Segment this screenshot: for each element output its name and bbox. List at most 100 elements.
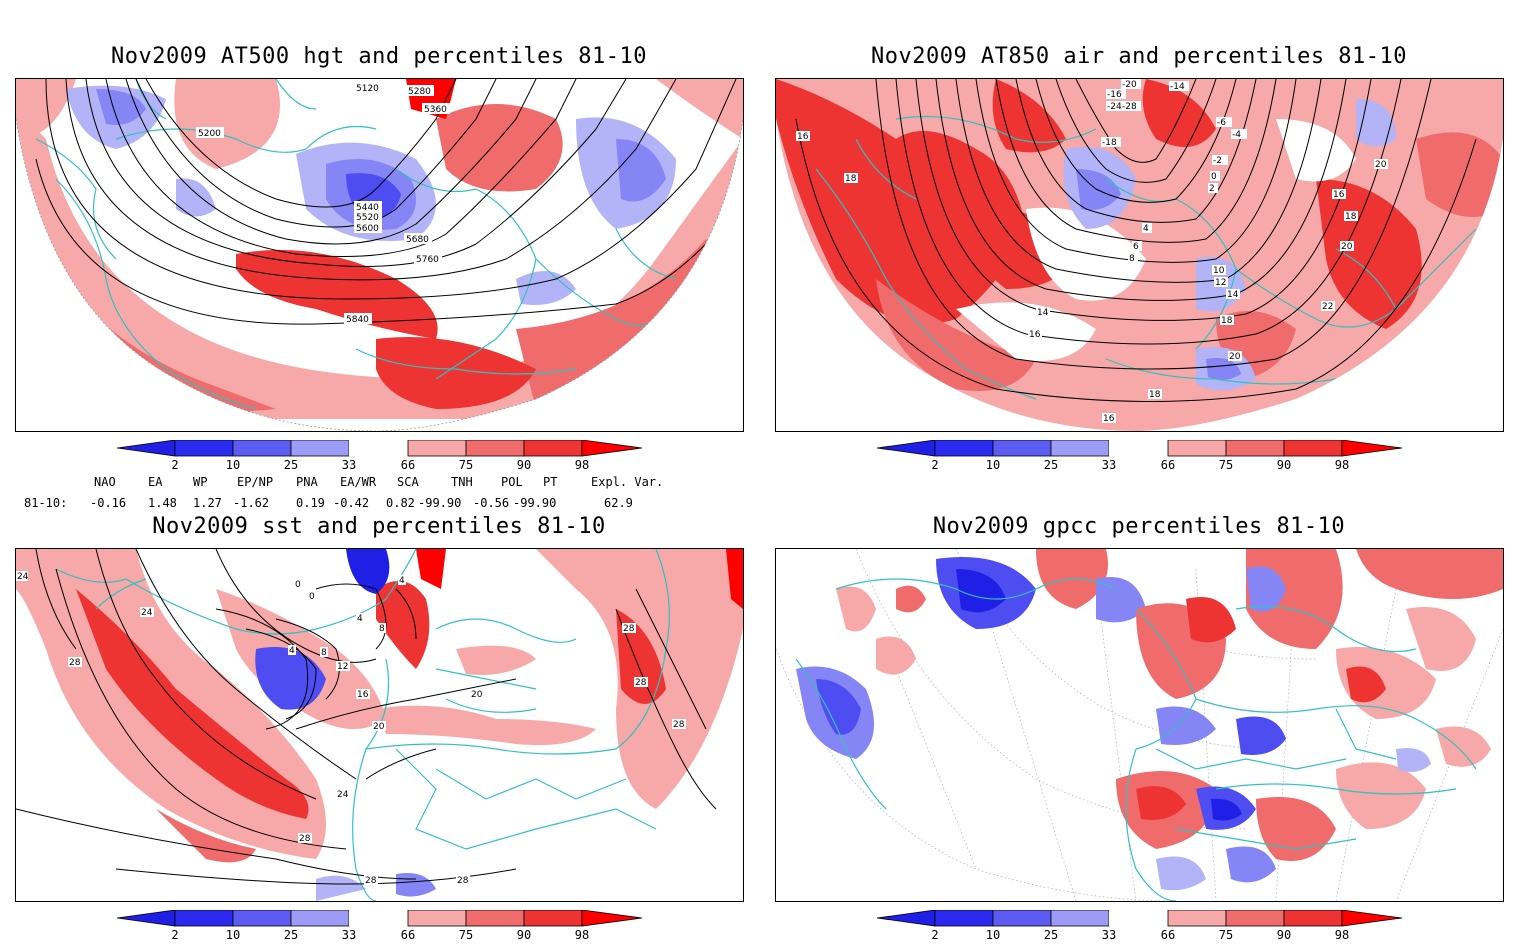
coastlines bbox=[795, 578, 1477, 901]
colorbar-label: 33 bbox=[341, 928, 357, 942]
contour-label: 5280 bbox=[408, 87, 431, 97]
index-value: 1.27 bbox=[193, 496, 222, 510]
neutral-white bbox=[1026, 207, 1146, 301]
panel-title-at850: Nov2009 AT850 air and percentiles 81-10 bbox=[870, 44, 1408, 69]
map-panel-at850-air: -20 -14 -16 -24 -28 -18 -6 -4 -2 0 2 4 6… bbox=[775, 78, 1504, 432]
colorbar-label: 25 bbox=[1043, 928, 1059, 942]
contour-label: 20 bbox=[471, 690, 483, 700]
anomaly-blue-25 bbox=[1076, 169, 1121, 210]
index-header: POL bbox=[501, 475, 523, 489]
anomaly-red-66 bbox=[1336, 762, 1426, 829]
contour-label: 8 bbox=[321, 648, 327, 658]
anomaly-blue-33 bbox=[1356, 99, 1396, 147]
colorbar-at500: 2 10 25 33 66 75 90 98 bbox=[116, 439, 657, 480]
anomaly-blue-33 bbox=[1156, 856, 1206, 891]
colorbar-label: 90 bbox=[1276, 458, 1292, 472]
contour-label: -14 bbox=[1170, 82, 1185, 92]
map-outside-mask bbox=[16, 769, 743, 901]
contour-label: 28 bbox=[457, 876, 469, 886]
index-header: PT bbox=[543, 475, 558, 489]
colorbar-label: 25 bbox=[1043, 458, 1059, 472]
anomaly-red-90 bbox=[376, 581, 430, 669]
colorbar-label: 2 bbox=[931, 928, 939, 942]
colorbar-label: 2 bbox=[171, 928, 179, 942]
colorbar-label: 98 bbox=[574, 928, 590, 942]
contour-label: -6 bbox=[1217, 118, 1226, 128]
contour-labels: 5120 5200 5280 5360 5440 5520 5600 5680 … bbox=[196, 82, 450, 325]
colorbar-label: 66 bbox=[400, 928, 416, 942]
index-header: WP bbox=[193, 475, 208, 489]
index-value: -1.62 bbox=[233, 496, 270, 510]
contour-label: -4 bbox=[1232, 130, 1241, 140]
colorbar-label: 10 bbox=[225, 928, 241, 942]
contour-label: 10 bbox=[1213, 266, 1225, 276]
colorbar-label: 2 bbox=[931, 458, 939, 472]
neutral-white bbox=[1276, 119, 1356, 182]
contour-label: 8 bbox=[379, 624, 385, 634]
temperature-contours bbox=[795, 79, 1477, 402]
index-header: TNH bbox=[451, 475, 473, 489]
contour-label: -24 bbox=[1107, 102, 1122, 112]
anomaly-red-90 bbox=[776, 79, 1026, 324]
map-panel-at500-hgt: 5120 5200 5280 5360 5440 5520 5600 5680 … bbox=[15, 78, 744, 432]
colorbar-label: 66 bbox=[400, 458, 416, 472]
colorbar-label: 75 bbox=[1218, 928, 1234, 942]
colorbar-label: 66 bbox=[1160, 928, 1176, 942]
anomaly-blue-10 bbox=[255, 647, 326, 710]
anomaly-blue-33 bbox=[176, 178, 216, 217]
contour-label: -20 bbox=[1122, 80, 1137, 90]
contour-label: 8 bbox=[1129, 254, 1135, 264]
anomaly-blue-25 bbox=[1156, 706, 1216, 745]
colorbar-label: 98 bbox=[1334, 458, 1350, 472]
colorbar-label: 10 bbox=[985, 928, 1001, 942]
contour-label: 5120 bbox=[356, 84, 379, 94]
anomaly-red-98 bbox=[416, 549, 446, 589]
contour-label: -28 bbox=[1122, 102, 1137, 112]
anomaly-red-90 bbox=[1142, 79, 1216, 147]
colorbar-label: 2 bbox=[171, 458, 179, 472]
anomaly-red-75 bbox=[156, 809, 256, 863]
anomaly-blue-25 bbox=[96, 89, 146, 125]
contour-label: 20 bbox=[1229, 352, 1241, 362]
colorbar-label: 75 bbox=[458, 458, 474, 472]
anomaly-blue-2 bbox=[956, 569, 1006, 613]
map-boundary-arc bbox=[16, 118, 743, 431]
contour-label: 5360 bbox=[424, 105, 447, 115]
index-row-label: 81-10: bbox=[24, 496, 68, 510]
contour-label: 20 bbox=[373, 722, 385, 732]
anomaly-red-75 bbox=[1356, 549, 1503, 599]
contour-label: 5680 bbox=[406, 235, 429, 245]
colorbar-gpcc: 2 10 25 33 66 75 90 98 bbox=[876, 909, 1417, 950]
index-value: -0.56 bbox=[473, 496, 510, 510]
anomaly-red-66 bbox=[16, 79, 76, 139]
anomaly-red-66 bbox=[656, 79, 743, 139]
index-header: EA/WR bbox=[340, 475, 377, 489]
anomaly-blue-25 bbox=[1206, 358, 1241, 380]
index-value: 62.9 bbox=[604, 496, 633, 510]
anomaly-red-90 bbox=[1316, 179, 1422, 329]
anomaly-red-66 bbox=[836, 586, 876, 632]
anomaly-red-90 bbox=[992, 79, 1066, 153]
colorbar-label: 10 bbox=[985, 458, 1001, 472]
contour-label: 12 bbox=[1215, 278, 1226, 288]
contour-label: -18 bbox=[1102, 138, 1117, 148]
contour-label: 16 bbox=[1103, 414, 1115, 424]
colorbar-label: 98 bbox=[574, 458, 590, 472]
contour-label: -2 bbox=[1213, 156, 1222, 166]
index-value: -99.90 bbox=[418, 496, 462, 510]
index-value: -0.16 bbox=[90, 496, 127, 510]
map-panel-sst: 24 28 24 0 0 4 4 8 4 8 12 16 20 20 24 28… bbox=[15, 548, 744, 902]
index-header: EA bbox=[148, 475, 163, 489]
contour-label: 5600 bbox=[356, 224, 379, 234]
anomaly-blue-10 bbox=[1236, 716, 1286, 755]
contour-label: 20 bbox=[1341, 242, 1353, 252]
anomaly-blue-33 bbox=[1396, 748, 1431, 773]
panel-title-at500: Nov2009 AT500 hgt and percentiles 81-10 bbox=[110, 44, 648, 69]
contour-labels: 24 28 24 0 0 4 4 8 4 8 12 16 20 20 24 28… bbox=[16, 571, 686, 886]
panel-title-sst: Nov2009 sst and percentiles 81-10 bbox=[152, 514, 606, 539]
colorbar-label: 90 bbox=[1276, 928, 1292, 942]
colorbar-at850: 2 10 25 33 66 75 90 98 bbox=[876, 439, 1417, 480]
anomaly-red-66 bbox=[456, 645, 536, 675]
anomaly-red-66 bbox=[376, 705, 596, 745]
contour-label: 16 bbox=[357, 690, 369, 700]
